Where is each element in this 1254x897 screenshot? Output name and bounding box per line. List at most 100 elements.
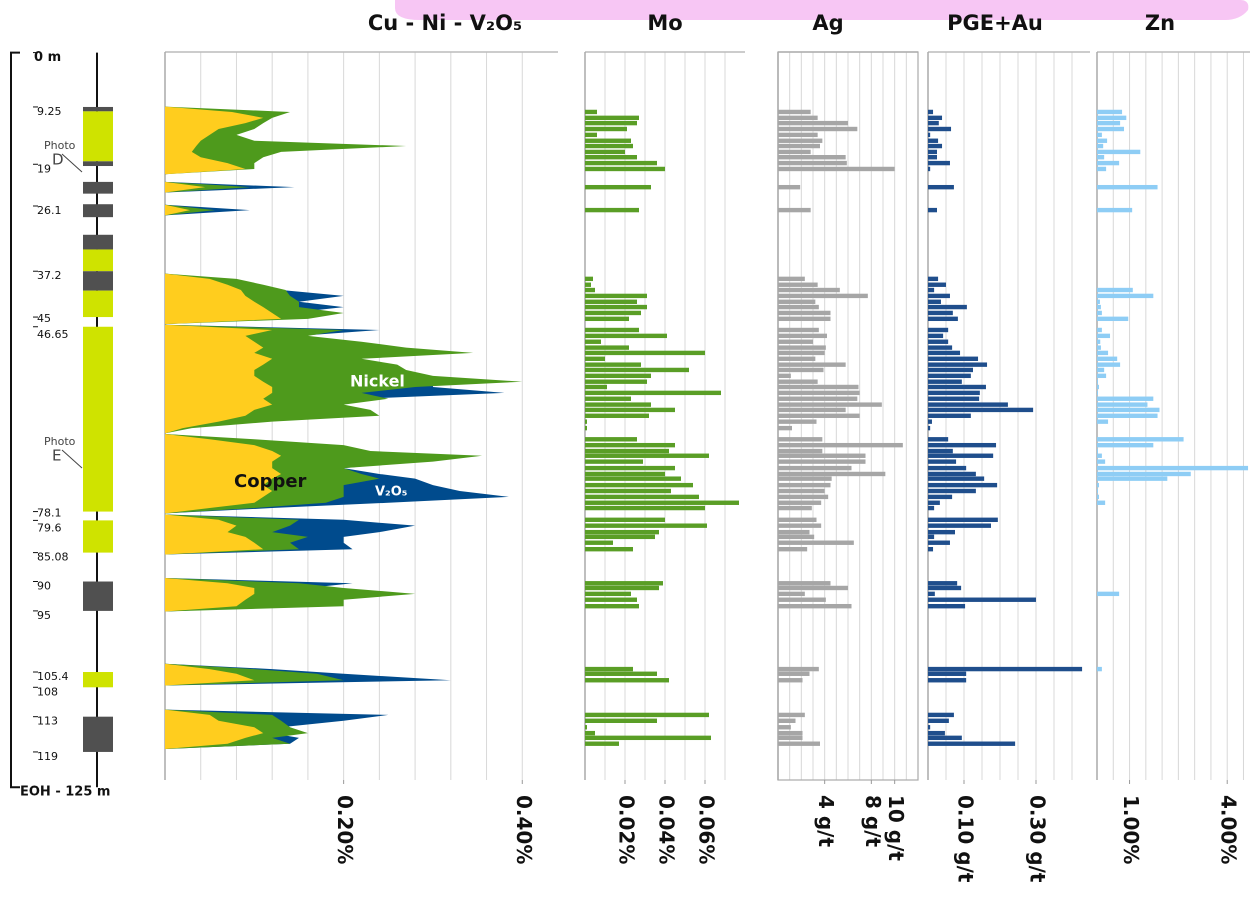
bar (1097, 132, 1102, 138)
x-tick-label: 0.10 g/t (954, 795, 978, 883)
bar (928, 465, 967, 471)
bar (585, 327, 639, 333)
bar (1097, 453, 1102, 458)
bar (1097, 207, 1133, 213)
bar (928, 500, 940, 505)
bar (1097, 339, 1101, 344)
bar (1097, 396, 1154, 401)
lithology-interval (83, 271, 113, 291)
bar (585, 379, 647, 384)
bar (778, 115, 818, 121)
bar (585, 166, 665, 172)
bar (1097, 356, 1118, 361)
bar (778, 367, 824, 373)
bar (585, 339, 601, 344)
bar (585, 529, 659, 535)
depth-label: 119 (37, 750, 58, 763)
bar (778, 517, 817, 523)
lithology-interval (83, 234, 113, 250)
bar (585, 160, 657, 166)
bar (1097, 293, 1154, 299)
bar (928, 138, 939, 143)
bar (778, 465, 852, 471)
bar (778, 591, 805, 597)
depth-bracket (10, 51, 20, 789)
bar (928, 476, 985, 481)
area (165, 181, 250, 193)
bar (778, 741, 820, 746)
bar (928, 407, 1034, 413)
bar (778, 149, 811, 155)
bar (928, 494, 953, 500)
depth-label: 90 (37, 580, 51, 593)
photo-id: E (52, 447, 61, 465)
bar (1097, 442, 1154, 448)
bar (1097, 310, 1102, 316)
panel-title: PGE+Au (947, 11, 1043, 35)
bar (928, 471, 976, 477)
bar (928, 505, 935, 511)
x-tick-label: 8 g/t (861, 795, 885, 848)
bar (585, 581, 663, 586)
bar (585, 546, 633, 552)
lithology-interval (83, 716, 113, 752)
series-label: Copper (234, 471, 307, 492)
bar (1097, 459, 1106, 464)
bar (585, 155, 637, 160)
bar (778, 482, 831, 488)
x-tick-label: 0.02% (615, 795, 639, 864)
bar (1097, 419, 1109, 424)
bar (778, 735, 803, 741)
bar (1097, 316, 1129, 322)
bar (585, 730, 595, 736)
bar (1097, 407, 1160, 413)
bar (778, 453, 866, 458)
bar (585, 448, 669, 454)
bar (1097, 367, 1105, 373)
bar (778, 396, 858, 401)
area (165, 204, 191, 216)
bar (928, 327, 949, 333)
bar (778, 459, 866, 464)
bar (585, 718, 657, 723)
lithology-interval (83, 111, 113, 162)
bar (928, 425, 931, 431)
bar (585, 442, 675, 448)
bar (778, 350, 825, 356)
bar (585, 333, 667, 339)
bar (778, 505, 812, 511)
bar (585, 143, 633, 149)
bar (1097, 160, 1120, 166)
bar (928, 316, 958, 322)
bar (585, 517, 665, 523)
bar (778, 407, 846, 413)
bar (585, 540, 613, 545)
x-tick-label: 0.40% (512, 795, 536, 864)
bar (928, 585, 962, 591)
bar (778, 166, 895, 172)
lithology-interval (83, 290, 113, 318)
bar (585, 741, 619, 746)
bar (1097, 143, 1104, 149)
bar (928, 540, 950, 545)
bar (778, 356, 816, 361)
bar (585, 304, 647, 310)
depth-label: 113 (37, 715, 58, 728)
bar (1097, 304, 1101, 310)
title-highlight (395, 0, 1249, 20)
bar (585, 488, 671, 494)
bar (778, 471, 886, 477)
area (165, 434, 282, 514)
bar (778, 310, 831, 316)
x-tick-label: 4.00% (1217, 795, 1241, 864)
bar (778, 546, 808, 552)
lithology-interval (83, 581, 113, 611)
bar (585, 396, 631, 401)
bar (928, 442, 997, 448)
area (165, 709, 264, 750)
bar (928, 529, 955, 535)
bar (1097, 327, 1102, 333)
bar (585, 725, 587, 730)
bar (778, 437, 823, 442)
bar (585, 184, 651, 190)
